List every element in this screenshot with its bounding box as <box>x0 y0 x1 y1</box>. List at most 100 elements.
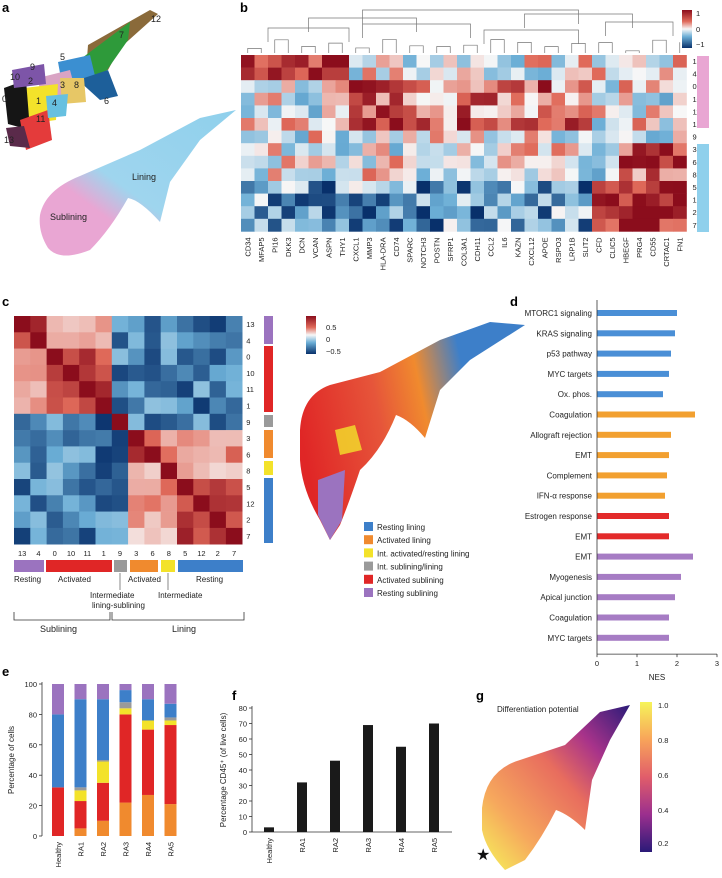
heatmap-b-cell <box>497 218 512 232</box>
stacked-bar-segment <box>164 804 177 836</box>
heatmap-b-row-label: 6 <box>693 158 697 167</box>
heatmap-b-cell <box>470 155 485 169</box>
colorbar-c-tick-0: 0 <box>326 335 330 344</box>
heatmap-b-cell <box>524 181 539 194</box>
heatmap-b-cell <box>308 181 323 194</box>
stacked-bar-segment <box>142 720 154 730</box>
heatmap-b-cell <box>389 218 404 232</box>
heatmap-b-row-label: 7 <box>693 221 697 230</box>
heatmap-b-cell <box>484 130 498 144</box>
heatmap-c-cell <box>79 381 96 398</box>
stacked-bar-segment <box>74 801 87 829</box>
heatmap-b-row-label: 10 <box>693 95 701 104</box>
heatmap-c-cell <box>30 397 47 415</box>
heatmap-c-cell <box>160 413 178 431</box>
heatmap-c-cell <box>225 316 243 333</box>
axis-f-tick-label: 70 <box>239 720 247 729</box>
cd45-bar <box>396 746 406 832</box>
heatmap-b-cell <box>376 105 390 119</box>
heatmap-b-cell <box>349 193 363 207</box>
colorbar-g-tick-08: 0.8 <box>658 736 668 745</box>
heatmap-b-gene-label: CD55 <box>649 237 658 256</box>
heatmap-b-cell <box>322 155 336 169</box>
heatmap-c-cell <box>193 462 210 480</box>
heatmap-b-cell <box>619 118 633 131</box>
heatmap-c-row-label: 1 <box>246 402 250 411</box>
heatmap-b-cell <box>524 155 539 169</box>
heatmap-c-cell <box>111 511 129 529</box>
heatmap-b-cell <box>362 155 377 169</box>
heatmap-b-cell <box>254 80 269 94</box>
heatmap-c-cell <box>46 479 64 496</box>
heatmap-b-cell <box>646 55 660 68</box>
heatmap-c-cell <box>30 316 47 333</box>
heatmap-c-cell <box>79 413 96 431</box>
colorbar-g-tick-04: 0.4 <box>658 806 668 815</box>
heatmap-b-cell <box>416 155 431 169</box>
colorbar-c-tick-neg05: −0.5 <box>326 347 341 356</box>
heatmap-b-cell <box>430 80 444 94</box>
heatmap-b-cell <box>457 168 471 182</box>
cluster-label-4: 4 <box>52 98 57 108</box>
stacked-bar-segment <box>164 684 177 704</box>
heatmap-b-cell <box>551 105 566 119</box>
heatmap-b-cell <box>389 143 404 157</box>
heatmap-b-cell <box>578 105 593 119</box>
heatmap-c-cell <box>111 446 129 463</box>
heatmap-b-cell <box>281 105 296 119</box>
heatmap-c-cell <box>14 332 31 349</box>
region-label-lining: Lining <box>132 172 156 182</box>
heatmap-b-cell <box>308 206 323 220</box>
heatmap-b-cell <box>605 206 620 220</box>
heatmap-b-cell <box>376 218 390 232</box>
heatmap-b-cell <box>430 130 444 144</box>
umap-lining-sublining: Lining Sublining <box>39 110 236 256</box>
heatmap-b-cell <box>443 181 458 194</box>
heatmap-c-cell <box>62 348 80 366</box>
heatmap-b-cell <box>254 92 269 106</box>
group-bar-resting-sublining <box>14 560 44 572</box>
heatmap-b-cell <box>592 105 606 119</box>
heatmap-b-cell <box>403 92 417 106</box>
heatmap-b-cell <box>241 168 255 182</box>
heatmap-c-cell <box>225 381 243 398</box>
heatmap-b-gene-label: THY1 <box>338 237 347 256</box>
heatmap-b-cell <box>551 206 566 220</box>
heatmap-c-cell <box>79 446 96 463</box>
heatmap-c-cell <box>111 527 129 545</box>
heatmap-b-cell <box>254 130 269 144</box>
heatmap-b-cell <box>632 105 647 119</box>
heatmap-b-gene-label: SPARC <box>406 237 415 263</box>
heatmap-b-cell <box>241 67 255 81</box>
heatmap-b-cell <box>511 143 525 157</box>
heatmap-b-cell <box>254 218 269 232</box>
heatmap-c-cell <box>160 511 178 529</box>
heatmap-b-cell <box>389 67 404 81</box>
heatmap-b-cell <box>403 67 417 81</box>
heatmap-b-cell <box>241 155 255 169</box>
heatmap-c-cell <box>193 316 210 333</box>
heatmap-b-cell <box>470 67 485 81</box>
chart-d: MTORC1 signaling KRAS signaling p53 pathwa… <box>525 300 719 682</box>
heatmap-c-col-label: 6 <box>150 549 154 558</box>
heatmap-c-cell <box>95 413 113 431</box>
heatmap-b-cell <box>430 118 444 131</box>
heatmap-b-cell <box>254 168 269 182</box>
stacked-bar-segment <box>52 684 64 715</box>
heatmap-b-row-label: 11 <box>693 107 701 116</box>
heatmap-b-cell <box>470 206 485 220</box>
heatmap-b-cell <box>349 80 363 94</box>
heatmap-c-cell <box>144 446 161 463</box>
heatmap-c-cell <box>62 397 80 415</box>
heatmap-c-cell <box>111 462 129 480</box>
heatmap-b-cell <box>322 168 336 182</box>
heatmap-c-cell <box>79 348 96 366</box>
heatmap-c-cell <box>79 495 96 512</box>
heatmap-b-cell <box>659 80 674 94</box>
heatmap-b-cell <box>605 80 620 94</box>
heatmap-b-gene-label: CFD <box>595 237 604 253</box>
legend-label: Int. activated/resting lining <box>377 549 470 558</box>
heatmap-b-cell <box>322 55 336 68</box>
